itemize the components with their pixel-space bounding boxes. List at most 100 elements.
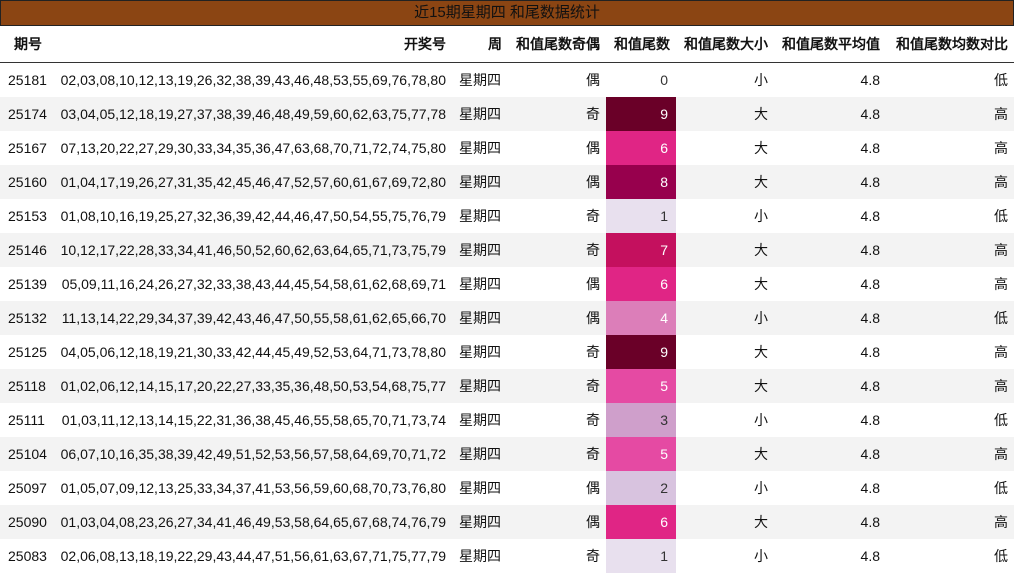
cell-numbers: 01,03,04,08,23,26,27,34,41,46,49,53,58,6… <box>56 505 452 539</box>
cell-size: 大 <box>676 165 774 199</box>
table-row: 25104 06,07,10,16,35,38,39,42,49,51,52,53… <box>0 437 1014 471</box>
cell-tail: 5 <box>606 369 676 403</box>
cell-size: 小 <box>676 301 774 335</box>
cell-parity: 偶 <box>586 140 600 156</box>
cell-numbers: 02,03,08,10,12,13,19,26,32,38,39,43,46,4… <box>60 72 446 88</box>
header-avg: 和值尾数平均值 <box>774 26 886 63</box>
cell-size: 小 <box>754 208 768 224</box>
cell-numbers: 01,03,11,12,13,14,15,22,31,36,38,45,46,5… <box>61 412 446 428</box>
cell-id: 25125 <box>8 344 47 360</box>
cell-avg: 4.8 <box>774 97 886 131</box>
cell-weekday: 星期四 <box>459 276 501 292</box>
cell-weekday: 星期四 <box>452 165 508 199</box>
cell-parity: 奇 <box>508 97 606 131</box>
cell-id: 25097 <box>8 480 47 496</box>
table-row: 25146 10,12,17,22,28,33,34,41,46,50,52,60… <box>0 233 1014 267</box>
table-body: 25181 02,03,08,10,12,13,19,26,32,38,39,43… <box>0 62 1014 573</box>
cell-id: 25153 <box>8 208 47 224</box>
cell-size: 小 <box>754 412 768 428</box>
cell-weekday: 星期四 <box>459 208 501 224</box>
cell-compare: 低 <box>994 480 1008 496</box>
cell-parity: 偶 <box>508 165 606 199</box>
cell-avg: 4.8 <box>860 412 880 428</box>
table-row: 25160 01,04,17,19,26,27,31,35,42,45,46,47… <box>0 165 1014 199</box>
cell-numbers: 05,09,11,16,24,26,27,32,33,38,43,44,45,5… <box>61 276 446 292</box>
cell-size: 大 <box>676 233 774 267</box>
cell-compare: 高 <box>886 165 1014 199</box>
cell-id: 25104 <box>0 437 56 471</box>
cell-compare: 高 <box>886 437 1014 471</box>
table-row: 25174 03,04,05,12,18,19,27,37,38,39,46,48… <box>0 97 1014 131</box>
cell-avg: 4.8 <box>860 480 880 496</box>
table-row: 25132 11,13,14,22,29,34,37,39,42,43,46,47… <box>0 301 1014 335</box>
cell-avg: 4.8 <box>860 140 880 156</box>
cell-compare: 低 <box>994 208 1008 224</box>
cell-tail: 1 <box>606 199 676 233</box>
cell-compare: 高 <box>886 97 1014 131</box>
table-row: 25125 04,05,06,12,18,19,21,30,33,42,44,45… <box>0 335 1014 369</box>
cell-id: 25181 <box>8 72 47 88</box>
cell-avg: 4.8 <box>774 165 886 199</box>
cell-avg: 4.8 <box>860 548 880 564</box>
cell-compare: 低 <box>886 301 1014 335</box>
cell-tail: 9 <box>606 97 676 131</box>
cell-avg: 4.8 <box>860 208 880 224</box>
cell-tail: 6 <box>606 505 676 539</box>
cell-weekday: 星期四 <box>452 369 508 403</box>
table-row: 25139 05,09,11,16,24,26,27,32,33,38,43,44… <box>0 267 1014 301</box>
cell-avg: 4.8 <box>774 369 886 403</box>
cell-parity: 奇 <box>508 437 606 471</box>
cell-compare: 高 <box>886 233 1014 267</box>
cell-weekday: 星期四 <box>459 344 501 360</box>
cell-parity: 偶 <box>586 480 600 496</box>
cell-size: 大 <box>676 505 774 539</box>
cell-parity: 奇 <box>508 233 606 267</box>
header-id: 期号 <box>0 26 56 63</box>
cell-id: 25160 <box>0 165 56 199</box>
cell-weekday: 星期四 <box>459 72 501 88</box>
table-row: 25118 01,02,06,12,14,15,17,20,22,27,33,35… <box>0 369 1014 403</box>
cell-parity: 奇 <box>586 208 600 224</box>
cell-avg: 4.8 <box>774 437 886 471</box>
cell-size: 小 <box>754 548 768 564</box>
header-parity: 和值尾数奇偶 <box>508 26 606 63</box>
cell-weekday: 星期四 <box>459 480 501 496</box>
table-row: 25083 02,06,08,13,18,19,22,29,43,44,47,51… <box>0 539 1014 573</box>
cell-id: 25090 <box>0 505 56 539</box>
header-weekday: 周 <box>452 26 508 63</box>
cell-avg: 4.8 <box>860 276 880 292</box>
table-row: 25167 07,13,20,22,27,29,30,33,34,35,36,47… <box>0 131 1014 165</box>
cell-size: 小 <box>754 480 768 496</box>
header-compare: 和值尾数均数对比 <box>886 26 1014 63</box>
cell-weekday: 星期四 <box>452 505 508 539</box>
cell-avg: 4.8 <box>860 72 880 88</box>
cell-parity: 奇 <box>586 548 600 564</box>
cell-id: 25174 <box>0 97 56 131</box>
cell-avg: 4.8 <box>860 344 880 360</box>
cell-size: 大 <box>754 344 768 360</box>
cell-avg: 4.8 <box>774 301 886 335</box>
table-row: 25097 01,05,07,09,12,13,25,33,34,37,41,53… <box>0 471 1014 505</box>
page-title: 近15期星期四 和尾数据统计 <box>0 0 1014 26</box>
cell-weekday: 星期四 <box>452 233 508 267</box>
cell-compare: 高 <box>886 505 1014 539</box>
cell-numbers: 11,13,14,22,29,34,37,39,42,43,46,47,50,5… <box>56 301 452 335</box>
cell-id: 25167 <box>8 140 47 156</box>
cell-parity: 奇 <box>508 369 606 403</box>
cell-numbers: 04,05,06,12,18,19,21,30,33,42,44,45,49,5… <box>60 344 446 360</box>
cell-size: 大 <box>676 97 774 131</box>
cell-numbers: 01,04,17,19,26,27,31,35,42,45,46,47,52,5… <box>56 165 452 199</box>
cell-weekday: 星期四 <box>452 301 508 335</box>
table-row: 25090 01,03,04,08,23,26,27,34,41,46,49,53… <box>0 505 1014 539</box>
cell-size: 大 <box>676 437 774 471</box>
table-row: 25181 02,03,08,10,12,13,19,26,32,38,39,43… <box>0 62 1014 97</box>
cell-compare: 低 <box>994 412 1008 428</box>
header-tail: 和值尾数 <box>606 26 676 63</box>
cell-numbers: 01,08,10,16,19,25,27,32,36,39,42,44,46,4… <box>60 208 446 224</box>
header-numbers: 开奖号 <box>56 26 452 63</box>
cell-tail: 6 <box>606 267 676 301</box>
cell-tail: 1 <box>606 539 676 573</box>
cell-compare: 高 <box>994 344 1008 360</box>
stats-table: 期号 开奖号 周 和值尾数奇偶 和值尾数 和值尾数大小 和值尾数平均值 和值尾数… <box>0 26 1014 573</box>
cell-parity: 偶 <box>508 505 606 539</box>
